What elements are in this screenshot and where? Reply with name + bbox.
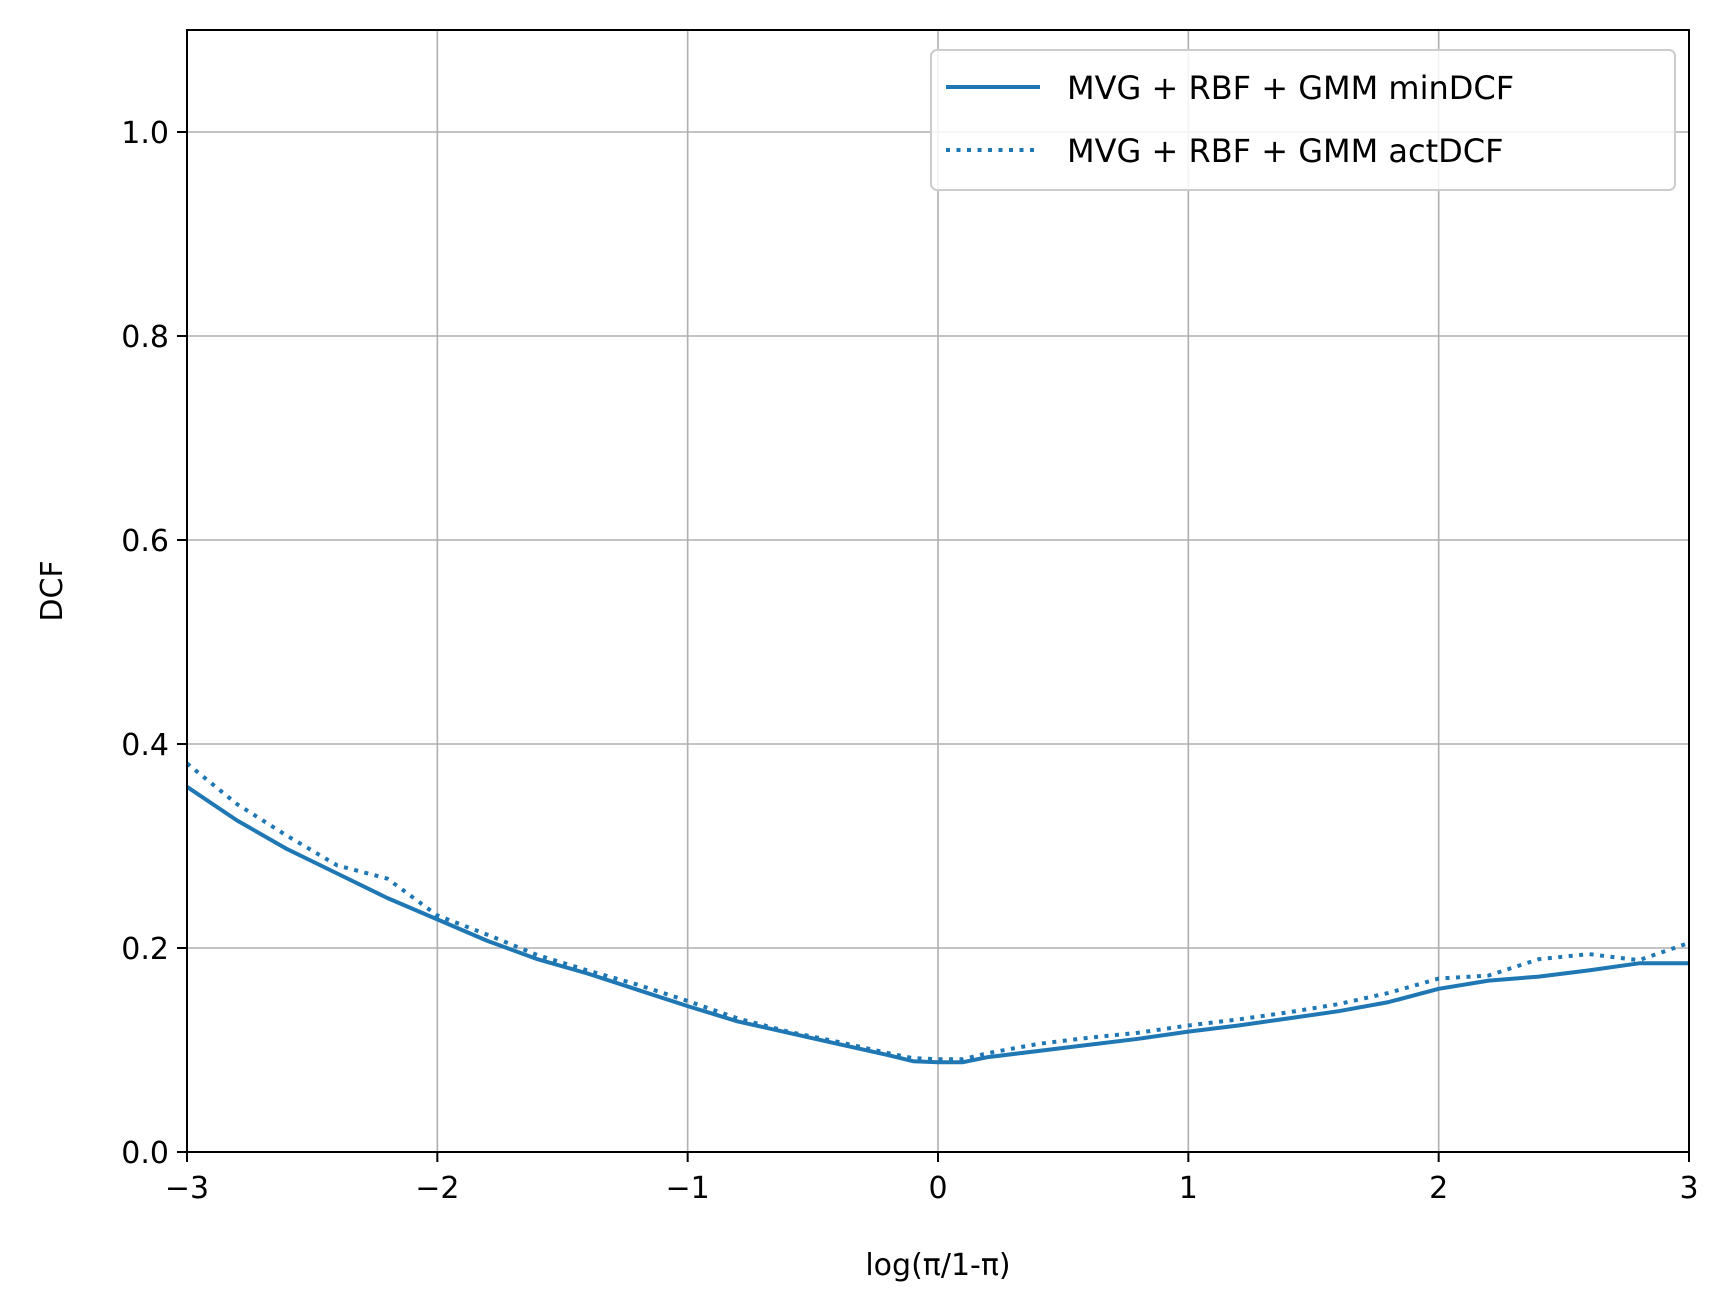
legend-box xyxy=(930,49,1676,191)
legend: MVG + RBF + GMM minDCF MVG + RBF + GMM a… xyxy=(930,49,1676,191)
x-tick-label: −3 xyxy=(165,1171,209,1206)
x-tick-label: −2 xyxy=(415,1171,459,1206)
x-tick-label: −1 xyxy=(666,1171,710,1206)
legend-label-mindcf: MVG + RBF + GMM minDCF xyxy=(1067,69,1514,107)
y-tick-label: 0.8 xyxy=(121,320,169,355)
x-tick-label: 0 xyxy=(928,1171,947,1206)
series-layer xyxy=(187,761,1689,1065)
y-tick-label: 0.0 xyxy=(121,1136,169,1171)
series-line-mindcf xyxy=(187,785,1689,1065)
x-tick-label: 1 xyxy=(1179,1171,1198,1206)
x-axis-label: log(π/1-π) xyxy=(865,1248,1010,1283)
x-axis: −3 −2 −1 0 1 2 3 xyxy=(165,1152,1699,1206)
y-tick-label: 0.6 xyxy=(121,524,169,559)
y-tick-label: 0.2 xyxy=(121,932,169,967)
x-tick-label: 2 xyxy=(1429,1171,1448,1206)
x-tick-label: 3 xyxy=(1679,1171,1698,1206)
legend-label-actdcf: MVG + RBF + GMM actDCF xyxy=(1067,132,1504,170)
y-axis: 0.0 0.2 0.4 0.6 0.8 1.0 xyxy=(121,116,187,1171)
y-axis-label: DCF xyxy=(35,560,70,621)
y-tick-label: 0.4 xyxy=(121,728,169,763)
y-tick-label: 1.0 xyxy=(121,116,169,151)
